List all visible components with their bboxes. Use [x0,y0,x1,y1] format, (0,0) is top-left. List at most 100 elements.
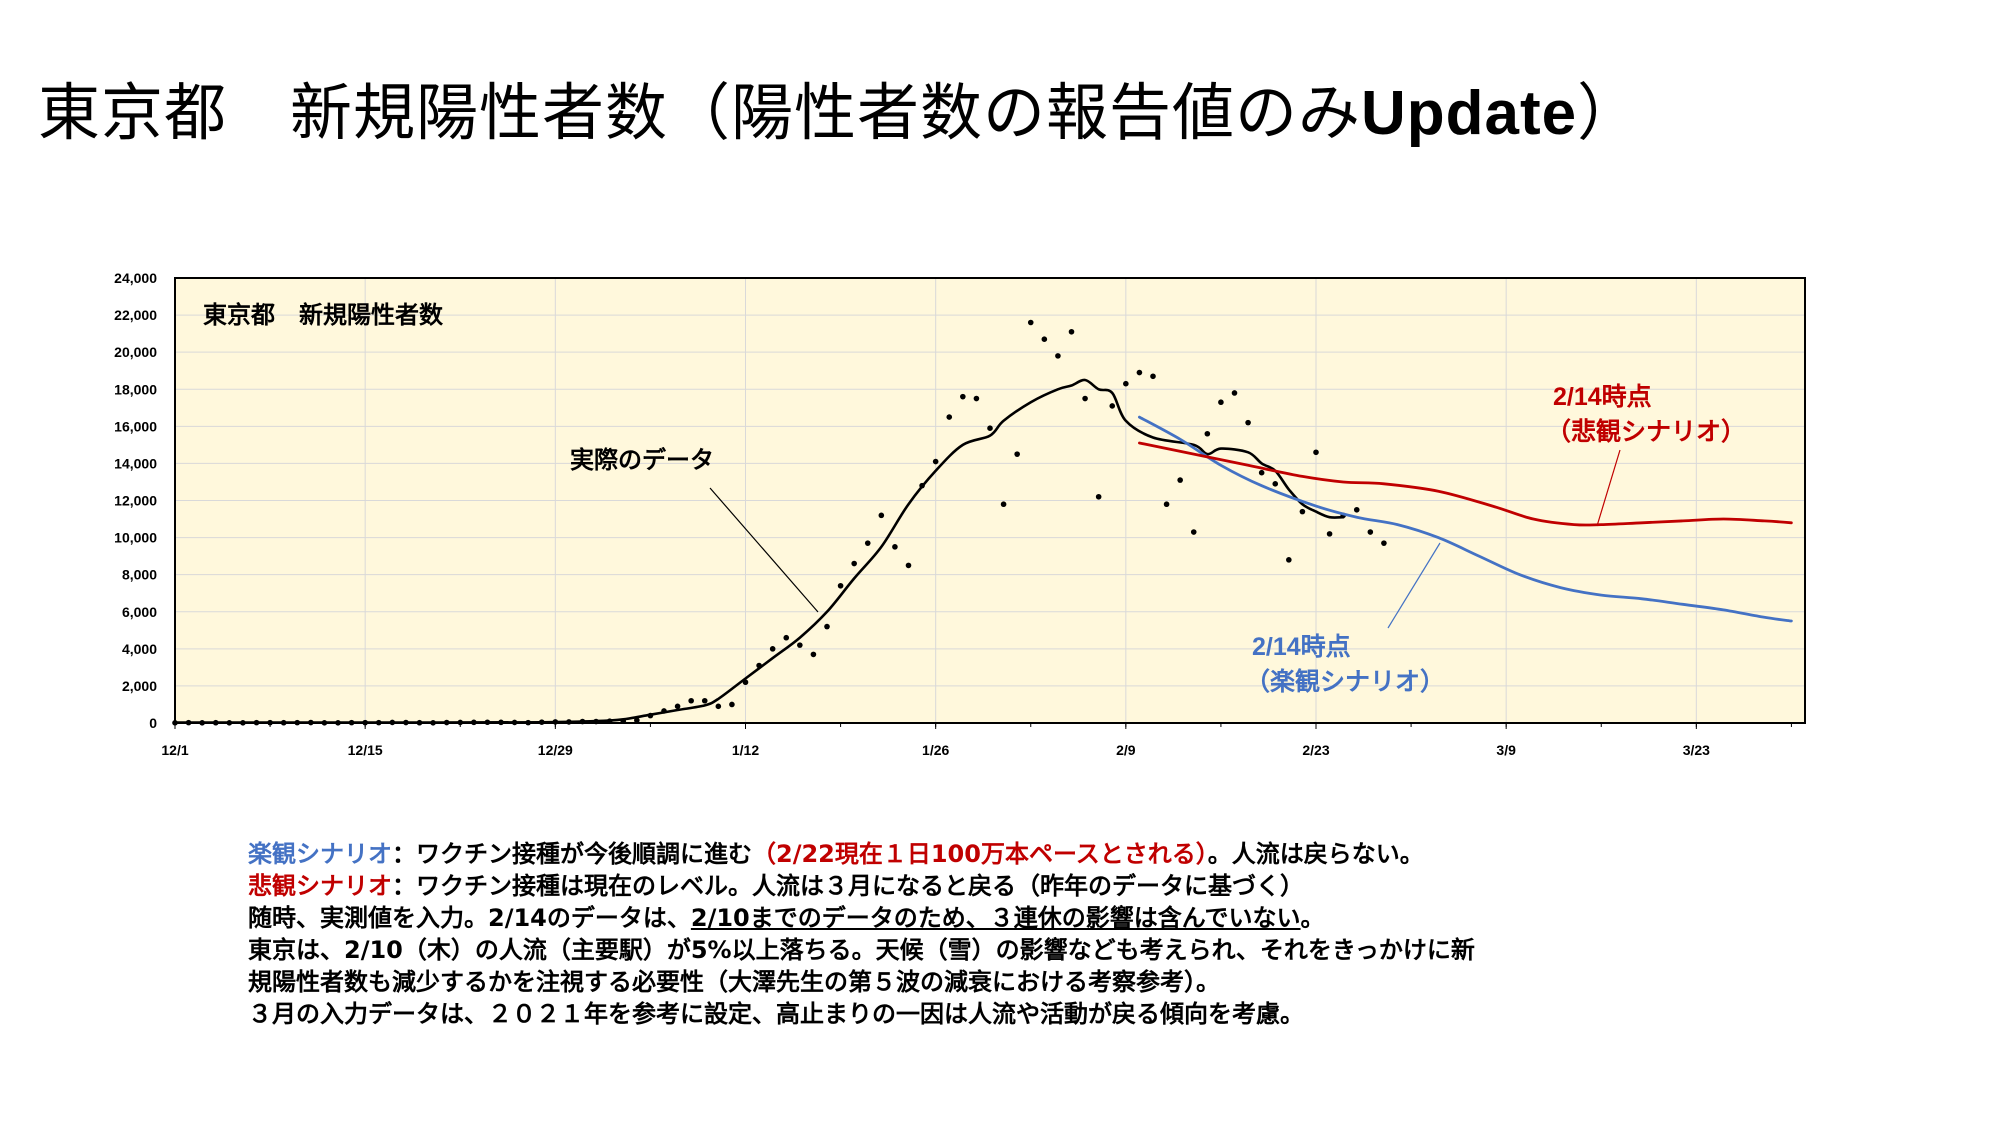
data-point [1055,353,1061,359]
data-point [837,582,844,589]
data-point [1299,508,1306,515]
series-line-3 [1138,441,1793,527]
optimistic-label: 楽観シナリオ [248,840,392,868]
note-line-3: 随時、実測値を入力。2/14のデータは、2/10までのデータのため、３連休の影響… [248,902,1988,934]
data-point [1177,477,1183,483]
data-point [1286,557,1292,563]
data-point [1082,395,1088,402]
y-tick-label: 16,000 [114,418,157,434]
data-point [946,414,953,420]
plot-frame [174,277,1806,724]
data-point [1381,540,1387,546]
data-point [729,701,735,708]
y-tick-label: 4,000 [122,641,157,657]
note-underlined-text: 2/10までのデータのため、３連休の影響は含んでいない [690,904,1301,932]
data-point [688,697,694,704]
note-text: 随時、実測値を入力。2/14のデータは、 [248,904,691,932]
chart-title: 東京都 新規陽性者数 [203,301,444,329]
data-point [1313,449,1319,456]
data-point [1218,399,1224,406]
y-tick-label: 20,000 [114,344,157,360]
data-point [1231,390,1238,396]
data-point [987,425,993,431]
data-point [701,697,708,704]
title-latin: Update [1361,79,1578,148]
y-tick-label: 14,000 [114,455,157,471]
label-actual: 実際のデータ [570,446,714,474]
data-point [1163,501,1170,508]
data-point [1353,506,1360,513]
y-tick-label: 24,000 [114,270,157,286]
data-point [1109,403,1116,409]
y-tick-label: 0 [149,715,157,731]
data-point [864,540,871,546]
x-tick-label: 1/12 [732,742,759,758]
data-point [783,634,790,641]
data-point [1245,419,1251,426]
y-tick-label: 8,000 [122,567,157,583]
series-line-1 [173,378,1345,724]
series-layer [172,319,1793,726]
data-point [892,544,898,550]
data-point [1014,451,1020,457]
data-point [1326,531,1333,537]
series-line-2 [1138,415,1793,623]
data-point [878,512,885,519]
note-line-6: ３月の入力データは、２０２１年を参考に設定、高止まりの一因は人流や活動が戻る傾向… [248,1000,1304,1028]
label-pessimistic-2: （悲観シナリオ） [1546,417,1746,446]
x-tick-label: 12/15 [348,742,383,758]
note-sep: ： [392,840,416,868]
data-point [1123,380,1129,387]
note-line-2: 悲観シナリオ：ワクチン接種は現在のレベル。人流は３月になると戻る（昨年のデータに… [248,870,1988,902]
data-point [1367,529,1374,535]
y-tick-label: 12,000 [114,493,157,509]
y-axis: 0 2,000 4,000 6,000 8,000 10,000 12,000 14,000 1… [114,270,157,731]
x-tick-label: 2/23 [1302,742,1329,758]
data-point [1136,369,1143,376]
data-point [1204,430,1211,437]
data-point [905,562,912,569]
data-point [824,623,830,630]
note-line-4: 東京は、2/10（木）の人流（主要駅）が5%以上落ちる。天候（雪）の影響なども考… [248,936,1475,964]
x-tick-label: 1/26 [922,742,949,758]
y-tick-label: 18,000 [114,381,157,397]
note-tail: 。 [1300,904,1325,932]
x-tick-label: 3/23 [1683,742,1710,758]
y-tick-label: 6,000 [122,604,157,620]
data-point [973,395,980,402]
slide-title: 東京都 新規陽性者数（陽性者数の報告値のみUpdate） [38,62,1640,152]
note-red-text: （2/22現在１日100万本ペースとされる） [752,840,1208,868]
data-point [797,642,803,648]
title-close: ） [1577,76,1641,149]
label-optimistic-1: 2/14時点 [1252,632,1351,661]
note-text: ワクチン接種が今後順調に進む [416,840,752,868]
leader-pessimistic [1596,449,1621,527]
pessimistic-label: 悲観シナリオ [248,872,392,900]
data-point [1095,493,1102,500]
y-tick-label: 22,000 [114,307,157,323]
x-tick-label: 3/9 [1496,742,1516,758]
title-main: 東京都 新規陽性者数（陽性者数の報告値のみ [38,76,1362,149]
grid-lines [175,278,1805,723]
data-point [715,703,722,710]
y-tick-label: 10,000 [114,530,157,546]
label-pessimistic-1: 2/14時点 [1553,382,1652,411]
x-axis: 12/1 12/15 12/29 1/12 1/26 2/9 2/23 3/9 3/23 [161,723,1792,758]
note-line-1: 楽観シナリオ：ワクチン接種が今後順調に進む（2/22現在１日100万本ペースとさ… [248,838,1988,870]
data-point [1041,336,1048,342]
note-sep: ： [392,872,416,900]
data-point [1000,501,1007,508]
x-tick-label: 12/29 [538,742,573,758]
data-point [769,646,776,652]
data-point [674,703,681,710]
data-point [1068,328,1075,335]
data-point [960,393,966,400]
x-tick-label: 2/9 [1116,742,1136,758]
data-point [851,560,857,567]
data-point [1150,373,1156,380]
notes-block: 楽観シナリオ：ワクチン接種が今後順調に進む（2/22現在１日100万本ペースとさ… [248,838,1988,1030]
data-point [1190,529,1197,535]
data-point [1272,481,1279,487]
data-point [634,717,640,724]
leader-actual [709,487,819,613]
